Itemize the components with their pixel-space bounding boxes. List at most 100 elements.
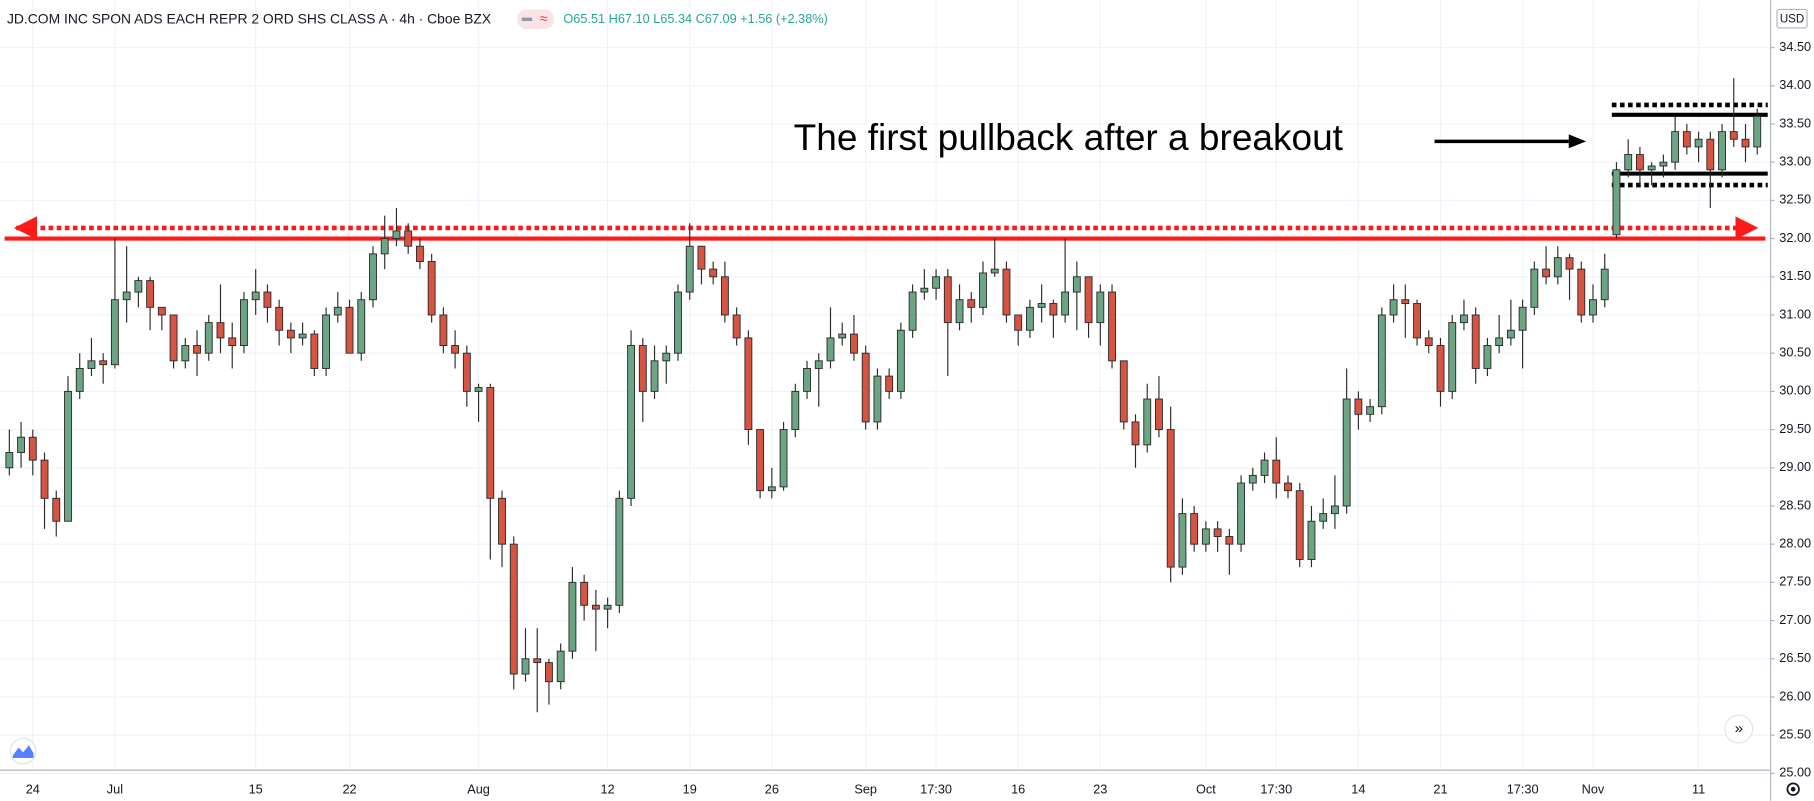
candle-body xyxy=(533,658,542,664)
candle-body xyxy=(40,459,49,499)
y-tick-label: 33.00 xyxy=(1779,154,1811,169)
candle-body xyxy=(439,314,448,346)
candle-body xyxy=(369,253,377,301)
x-tick-label: Nov xyxy=(1582,782,1605,797)
candle-body xyxy=(240,299,248,346)
x-tick-label: 17:30 xyxy=(1507,782,1539,797)
candle-body xyxy=(1049,303,1058,316)
candle-body xyxy=(674,291,682,354)
x-tick-label: 21 xyxy=(1433,782,1447,797)
candle-body xyxy=(943,276,952,324)
x-tick-label: Aug xyxy=(467,782,490,797)
candle-body xyxy=(556,650,565,683)
status-pill[interactable] xyxy=(517,9,555,30)
candle-body xyxy=(1647,165,1656,171)
price-axis: 25.00 25.50 26.00 26.50 27.00 27.50 28.00 28.50… xyxy=(1770,39,1811,780)
candle-body xyxy=(767,486,776,492)
candle-body xyxy=(1330,505,1339,515)
candle-body xyxy=(275,306,284,331)
candle-body xyxy=(545,662,553,683)
candle-body xyxy=(17,436,26,453)
candle-body xyxy=(99,360,108,366)
candle-body xyxy=(603,604,612,610)
candle-body xyxy=(87,360,96,369)
candles xyxy=(5,78,1762,713)
candle-body xyxy=(110,299,119,366)
candle-body xyxy=(744,337,753,431)
y-tick-label: 26.00 xyxy=(1779,688,1811,703)
candle-body xyxy=(1284,482,1292,492)
candle-body xyxy=(1389,299,1398,316)
candle-body xyxy=(1084,276,1093,324)
currency-box xyxy=(1776,8,1808,29)
y-tick-label: 26.50 xyxy=(1779,650,1811,665)
candle-body xyxy=(650,360,659,392)
candle-body xyxy=(1131,421,1140,446)
y-tick-label: 30.00 xyxy=(1779,383,1811,398)
candle-body xyxy=(427,261,436,316)
candle-body xyxy=(193,345,201,354)
levels xyxy=(4,102,1768,241)
x-tick-label: 11 xyxy=(1692,782,1705,797)
candle-body xyxy=(1612,169,1621,236)
y-tick-label: 31.00 xyxy=(1779,306,1811,321)
candle-body xyxy=(1553,257,1562,278)
scroll-button[interactable]: » xyxy=(1724,714,1754,744)
candle-body xyxy=(1213,528,1222,537)
candle-body xyxy=(1729,131,1738,140)
y-tick-label: 28.50 xyxy=(1779,497,1811,512)
candle-body xyxy=(1190,513,1199,545)
tradingview-logo[interactable] xyxy=(9,737,37,765)
candle-body xyxy=(1319,513,1328,522)
x-tick-label: 17:30 xyxy=(920,782,952,797)
candle-body xyxy=(75,367,84,392)
candle-body xyxy=(357,299,366,354)
candle-body xyxy=(1600,268,1609,301)
candle-body xyxy=(720,276,729,316)
candle-body xyxy=(345,306,354,354)
y-tick-label: 29.50 xyxy=(1779,421,1811,436)
candle-body xyxy=(685,245,694,293)
candle-body xyxy=(486,387,495,499)
y-tick-label: 25.00 xyxy=(1779,765,1811,780)
candle-body xyxy=(1072,276,1081,293)
candle-body xyxy=(990,268,999,274)
candle-body xyxy=(28,436,37,461)
candle-body xyxy=(803,367,811,392)
candle-body xyxy=(1671,131,1680,163)
time-axis: 24 Jul 15 22 Aug 12 19 26 Sep 17:30 16 23 Oct 17:30 14… xyxy=(26,782,1705,797)
candle-body xyxy=(181,345,190,362)
candle-body xyxy=(1014,314,1023,331)
y-tick-label: 30.50 xyxy=(1779,345,1811,360)
candle-body xyxy=(509,543,518,675)
candle-body xyxy=(1260,459,1269,476)
candle-body xyxy=(380,238,389,255)
candle-body xyxy=(1377,314,1386,408)
candle-body xyxy=(709,268,718,278)
candle-body xyxy=(462,352,471,392)
x-tick-label: 12 xyxy=(601,782,615,797)
candle-body xyxy=(1424,337,1433,346)
candle-body xyxy=(1577,268,1586,316)
candle-body xyxy=(216,322,225,339)
candle-body xyxy=(908,291,917,331)
candle-body xyxy=(298,333,307,339)
candle-body xyxy=(814,360,823,369)
candle-body xyxy=(228,337,237,346)
settings-button[interactable] xyxy=(1786,782,1800,796)
candle-body xyxy=(146,280,155,308)
candle-body xyxy=(580,581,589,606)
candle-body xyxy=(1143,398,1152,446)
candle-body xyxy=(310,333,319,369)
y-tick-label: 25.50 xyxy=(1779,727,1811,742)
candle-body xyxy=(1178,513,1187,568)
y-tick-label: 34.50 xyxy=(1779,39,1811,54)
candle-body xyxy=(498,497,506,545)
candle-body xyxy=(1119,360,1128,423)
candle-body xyxy=(286,329,295,339)
candle-body xyxy=(1530,268,1539,308)
candle-body xyxy=(251,291,260,301)
candle-body xyxy=(1518,306,1527,331)
candle-body xyxy=(1237,482,1246,545)
